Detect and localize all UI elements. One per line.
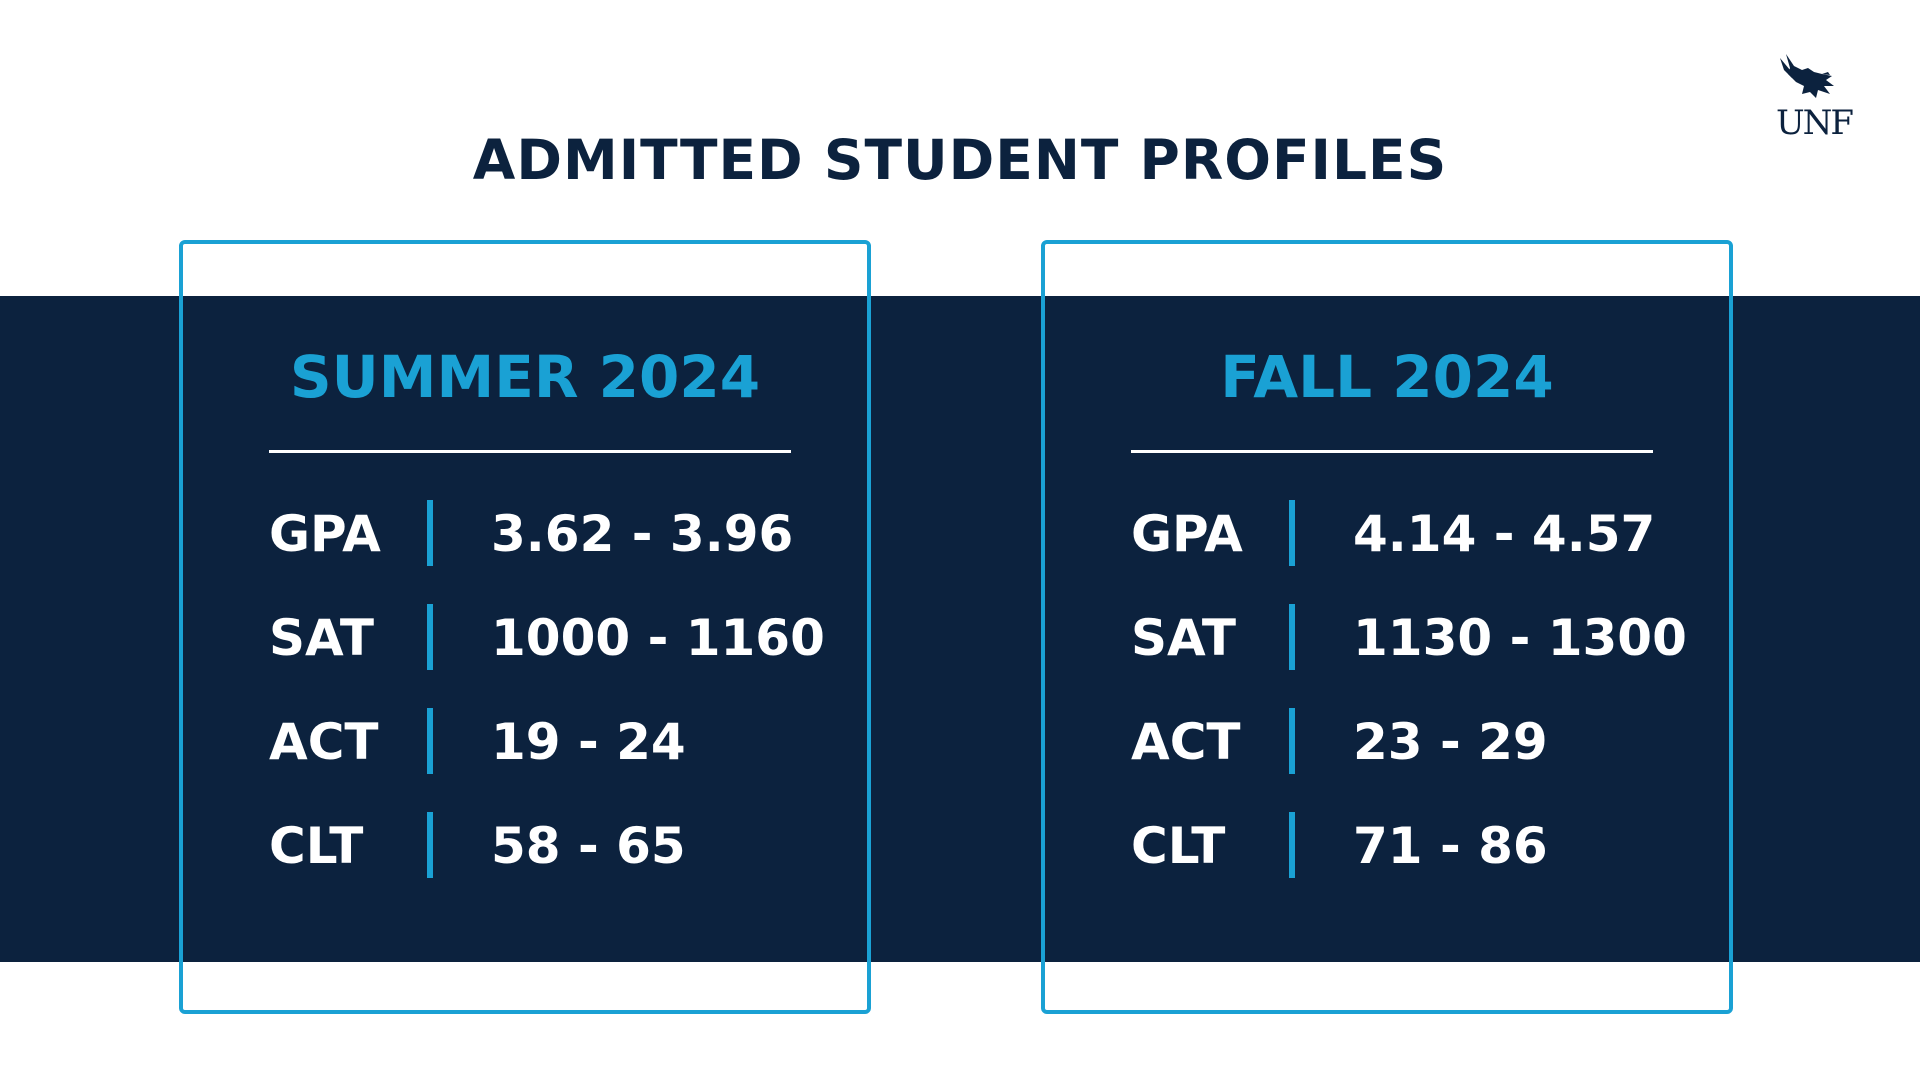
stat-value: 71 - 86 xyxy=(1353,817,1548,875)
fall-card: FALL 2024 GPA 4.14 - 4.57 SAT 1130 - 130… xyxy=(1041,240,1733,1014)
page-title: ADMITTED STUDENT PROFILES xyxy=(472,128,1448,192)
stat-row-act: ACT 23 - 29 xyxy=(1131,708,1691,776)
stat-label: ACT xyxy=(269,713,379,771)
stat-label: SAT xyxy=(269,609,374,667)
stat-row-sat: SAT 1130 - 1300 xyxy=(1131,604,1691,672)
stat-value: 4.14 - 4.57 xyxy=(1353,505,1656,563)
stat-row-sat: SAT 1000 - 1160 xyxy=(269,604,829,672)
stat-label: CLT xyxy=(269,817,364,875)
stat-label: CLT xyxy=(1131,817,1226,875)
stat-row-gpa: GPA 3.62 - 3.96 xyxy=(269,500,829,568)
divider xyxy=(269,450,791,453)
separator-bar xyxy=(427,708,433,774)
divider xyxy=(1131,450,1653,453)
stat-row-gpa: GPA 4.14 - 4.57 xyxy=(1131,500,1691,568)
separator-bar xyxy=(1289,708,1295,774)
unf-logo: UNF xyxy=(1772,52,1856,146)
stat-label: GPA xyxy=(1131,505,1243,563)
stat-row-clt: CLT 58 - 65 xyxy=(269,812,829,880)
stat-value: 58 - 65 xyxy=(491,817,686,875)
stat-row-act: ACT 19 - 24 xyxy=(269,708,829,776)
logo-wordmark: UNF xyxy=(1776,103,1854,143)
stat-value: 19 - 24 xyxy=(491,713,686,771)
stat-label: ACT xyxy=(1131,713,1241,771)
navy-band xyxy=(0,296,1920,962)
stat-row-clt: CLT 71 - 86 xyxy=(1131,812,1691,880)
stat-label: SAT xyxy=(1131,609,1236,667)
separator-bar xyxy=(1289,500,1295,566)
separator-bar xyxy=(427,812,433,878)
stat-value: 1000 - 1160 xyxy=(491,609,825,667)
separator-bar xyxy=(427,604,433,670)
separator-bar xyxy=(427,500,433,566)
separator-bar xyxy=(1289,604,1295,670)
stat-value: 1130 - 1300 xyxy=(1353,609,1687,667)
summer-card: SUMMER 2024 GPA 3.62 - 3.96 SAT 1000 - 1… xyxy=(179,240,871,1014)
stat-label: GPA xyxy=(269,505,381,563)
stat-value: 3.62 - 3.96 xyxy=(491,505,794,563)
osprey-icon xyxy=(1780,54,1834,98)
stat-value: 23 - 29 xyxy=(1353,713,1548,771)
card-title: FALL 2024 xyxy=(1220,343,1554,411)
card-title: SUMMER 2024 xyxy=(289,343,761,411)
separator-bar xyxy=(1289,812,1295,878)
